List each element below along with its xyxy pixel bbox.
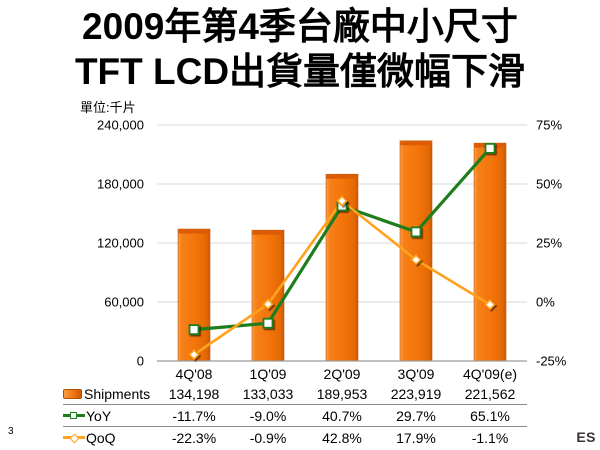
qoq-value: -0.9% bbox=[249, 429, 287, 446]
shipments-bar bbox=[399, 140, 433, 362]
left-axis-tick-label: 0 bbox=[137, 354, 144, 369]
yoy-line-marker-icon bbox=[63, 410, 85, 421]
yoy-marker bbox=[262, 317, 274, 329]
shipments-bar bbox=[177, 228, 211, 362]
shipments-value: 221,562 bbox=[464, 386, 516, 402]
category-label: 4Q'08 bbox=[175, 366, 213, 382]
yoy-legend: YoY bbox=[63, 408, 157, 424]
qoq-marker bbox=[188, 348, 200, 361]
shipments-value: 133,033 bbox=[242, 386, 294, 402]
shipments-legend: Shipments bbox=[63, 386, 157, 402]
category-row: 4Q'08 1Q'09 2Q'09 3Q'09 4Q'09(e) bbox=[63, 364, 527, 384]
yoy-row-label: YoY bbox=[86, 407, 112, 424]
data-table: 4Q'08 1Q'09 2Q'09 3Q'09 4Q'09(e) Shipmen… bbox=[63, 364, 527, 448]
shipments-value: 189,953 bbox=[316, 386, 368, 402]
page-title: 2009年第4季台廠中小尺寸 TFT LCD出貨量僅微幅下滑 bbox=[0, 4, 600, 94]
shipments-bar-swatch-icon bbox=[63, 389, 82, 399]
qoq-row: QoQ -22.3% -0.9% 42.8% 17.9% -1.1% bbox=[63, 427, 527, 448]
right-axis-tick-label: -25% bbox=[536, 354, 567, 369]
right-axis-tick-label: 0% bbox=[536, 295, 555, 310]
yoy-value: -11.7% bbox=[172, 407, 216, 424]
yoy-marker bbox=[410, 226, 422, 238]
unit-label: 單位:千片 bbox=[80, 100, 136, 115]
combo-chart: 0 60,000 120,000 180,000 240,000 -25% 0% 25% 50%… bbox=[97, 118, 567, 369]
yoy-marker bbox=[188, 324, 200, 336]
shipments-value: 223,919 bbox=[390, 386, 442, 402]
category-label: 4Q'09(e) bbox=[462, 366, 518, 382]
yoy-value: -9.0% bbox=[249, 407, 287, 424]
yoy-value: 29.7% bbox=[396, 407, 436, 424]
category-label: 3Q'09 bbox=[397, 366, 435, 382]
qoq-marker bbox=[262, 298, 274, 310]
right-axis-tick-label: 75% bbox=[536, 118, 562, 133]
yoy-square-glyph bbox=[70, 412, 77, 419]
category-label: 2Q'09 bbox=[323, 366, 361, 382]
yoy-value: 40.7% bbox=[322, 407, 362, 424]
qoq-legend: QoQ bbox=[63, 430, 157, 446]
title-line-2: TFT LCD出貨量僅微幅下滑 bbox=[74, 51, 526, 92]
left-axis-tick-label: 120,000 bbox=[97, 236, 144, 251]
qoq-row-label: QoQ bbox=[86, 429, 116, 446]
left-axis-tick-label: 240,000 bbox=[97, 118, 144, 133]
left-axis-tick-label: 60,000 bbox=[104, 295, 144, 310]
shipments-value: 134,198 bbox=[168, 386, 220, 402]
qoq-value: -22.3% bbox=[171, 429, 217, 446]
right-axis-tick-label: 25% bbox=[536, 236, 562, 251]
qoq-line-marker-icon bbox=[63, 432, 85, 444]
shipments-bar bbox=[251, 229, 285, 362]
title-line-1: 2009年第4季台廠中小尺寸 bbox=[82, 6, 518, 47]
shipments-bar-cap bbox=[252, 230, 284, 235]
shipments-bar-cap bbox=[400, 141, 432, 146]
shipments-row: Shipments 134,198 133,033 189,953 223,91… bbox=[63, 384, 527, 405]
left-axis-tick-label: 180,000 bbox=[97, 177, 144, 192]
qoq-value: 42.8% bbox=[322, 429, 362, 446]
page-number: 3 bbox=[8, 426, 14, 437]
logo-text: ES bbox=[576, 429, 596, 445]
shipments-bar bbox=[473, 142, 507, 362]
qoq-value: -1.1% bbox=[471, 429, 509, 446]
yoy-value: 65.1% bbox=[470, 407, 510, 424]
shipments-bar-cap bbox=[178, 229, 210, 234]
qoq-marker bbox=[336, 195, 348, 207]
yoy-marker bbox=[484, 142, 496, 154]
category-label: 1Q'09 bbox=[249, 366, 287, 382]
shipments-bar-cap bbox=[326, 174, 358, 179]
right-axis-tick-label: 50% bbox=[536, 177, 562, 192]
shipments-row-label: Shipments bbox=[84, 386, 151, 402]
qoq-value: 17.9% bbox=[396, 429, 436, 446]
qoq-marker bbox=[484, 298, 496, 311]
yoy-row: YoY -11.7% -9.0% 40.7% 29.7% 65.1% bbox=[63, 405, 527, 427]
qoq-marker bbox=[410, 254, 422, 266]
